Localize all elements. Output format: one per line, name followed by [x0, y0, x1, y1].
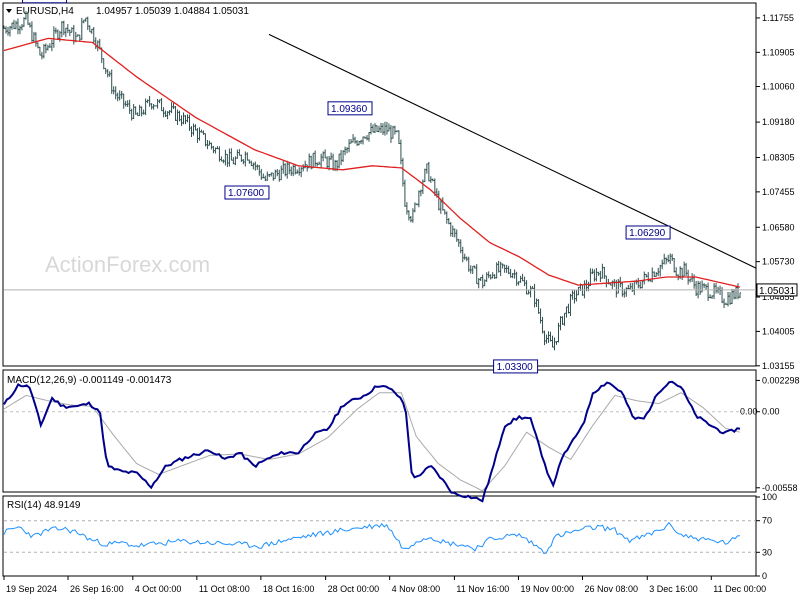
- trendline[interactable]: [268, 33, 757, 269]
- price-tick-label: 1.06580: [762, 222, 795, 232]
- price-tick-label: 1.04005: [762, 326, 795, 336]
- macd-tick-label: -0.00558: [762, 483, 798, 493]
- annotation-label: 1.09360: [331, 104, 368, 115]
- price-tick-label: 1.10905: [762, 47, 795, 57]
- annotation-box: [493, 359, 539, 374]
- dropdown-triangle-icon[interactable]: [6, 9, 12, 13]
- annotation-label: 1.03300: [497, 362, 534, 373]
- rsi-tick-label: 70: [762, 516, 772, 526]
- chart-header: EURUSD,H4 1.04957 1.05039 1.04884 1.0503…: [6, 6, 249, 17]
- price-annotation: 1.03300: [493, 359, 539, 374]
- price-tick-label: 1.10060: [762, 82, 795, 92]
- annotation-label: 1.12130: [26, 0, 63, 3]
- time-tick-label: 4 Nov 08:00: [392, 584, 441, 594]
- annotation-box: [327, 101, 373, 116]
- price-candles: [3, 11, 741, 351]
- rsi-tick-label: 0: [762, 571, 767, 581]
- time-tick-label: 28 Oct 00:00: [328, 584, 380, 594]
- current-price-tag: 1.05031: [756, 283, 798, 297]
- price-tick-label: 1.04855: [762, 292, 795, 302]
- rsi-tick-label: 30: [762, 547, 772, 557]
- price-tick-label: 1.11755: [762, 13, 794, 23]
- time-tick-label: 26 Nov 08:00: [584, 584, 638, 594]
- time-tick-label: 19 Nov 00:00: [520, 584, 574, 594]
- current-price-value: 1.05031: [759, 286, 796, 297]
- annotation-label: 1.06290: [629, 228, 666, 239]
- price-axis: 1.11755 1.10905 1.10060 1.09180 1.08305 1.074…: [756, 13, 795, 371]
- price-annotation: 1.12130: [22, 0, 68, 4]
- rsi-panel-frame: [2, 495, 757, 577]
- macd-tick-label: 0.00: [762, 407, 780, 417]
- macd-signal-line: [3, 392, 741, 492]
- price-tick-label: 1.08305: [762, 152, 795, 162]
- price-annotation: 1.07600: [224, 185, 270, 200]
- price-annotations: 1.12130 1.09360 1.07600 1.03300 1.06290: [22, 0, 671, 374]
- price-annotation: 1.06290: [625, 225, 671, 240]
- time-tick-label: 26 Sep 16:00: [70, 584, 124, 594]
- time-tick-label: 4 Oct 00:00: [135, 584, 182, 594]
- macd-line: [3, 380, 741, 503]
- price-tick-label: 1.07455: [762, 187, 795, 197]
- rsi-tick-label: 100: [762, 492, 777, 502]
- rsi-axis: 100 70 30 0: [4, 492, 777, 581]
- macd-panel-frame: [2, 369, 757, 493]
- time-tick-label: 11 Nov 16:00: [456, 584, 509, 594]
- time-tick-label: 18 Oct 16:00: [263, 584, 315, 594]
- price-tick-label: 1.09180: [762, 117, 795, 127]
- time-tick-label: 11 Dec 00:00: [713, 584, 766, 594]
- annotation-box: [22, 0, 68, 4]
- annotation-box: [625, 225, 671, 240]
- watermark: ActionForex.com: [45, 252, 210, 277]
- macd-tick-label: 0.002298: [762, 375, 800, 385]
- ohlc-label: 1.04957 1.05039 1.04884 1.05031: [96, 6, 249, 17]
- macd-label: MACD(12,26,9) -0.001149 -0.001473: [7, 375, 172, 386]
- price-annotation: 1.09360: [327, 101, 373, 116]
- time-tick-label: 19 Sep 2024: [6, 584, 57, 594]
- price-tick-label: 1.05730: [762, 257, 795, 267]
- annotation-label: 1.07600: [228, 188, 265, 199]
- rsi-line: [3, 521, 741, 554]
- rsi-label: RSI(14) 48.9149: [7, 500, 81, 511]
- price-panel-frame: [2, 2, 757, 367]
- symbol-label: EURUSD,H4: [16, 6, 74, 17]
- price-tick-label: 1.03155: [762, 361, 795, 371]
- time-axis: 19 Sep 2024 26 Sep 16:00 4 Oct 00:00 11 Oct…: [3, 576, 766, 594]
- time-tick-label: 3 Dec 16:00: [649, 584, 698, 594]
- time-tick-label: 11 Oct 08:00: [199, 584, 250, 594]
- annotation-box: [224, 185, 270, 200]
- sma-line: [3, 37, 741, 288]
